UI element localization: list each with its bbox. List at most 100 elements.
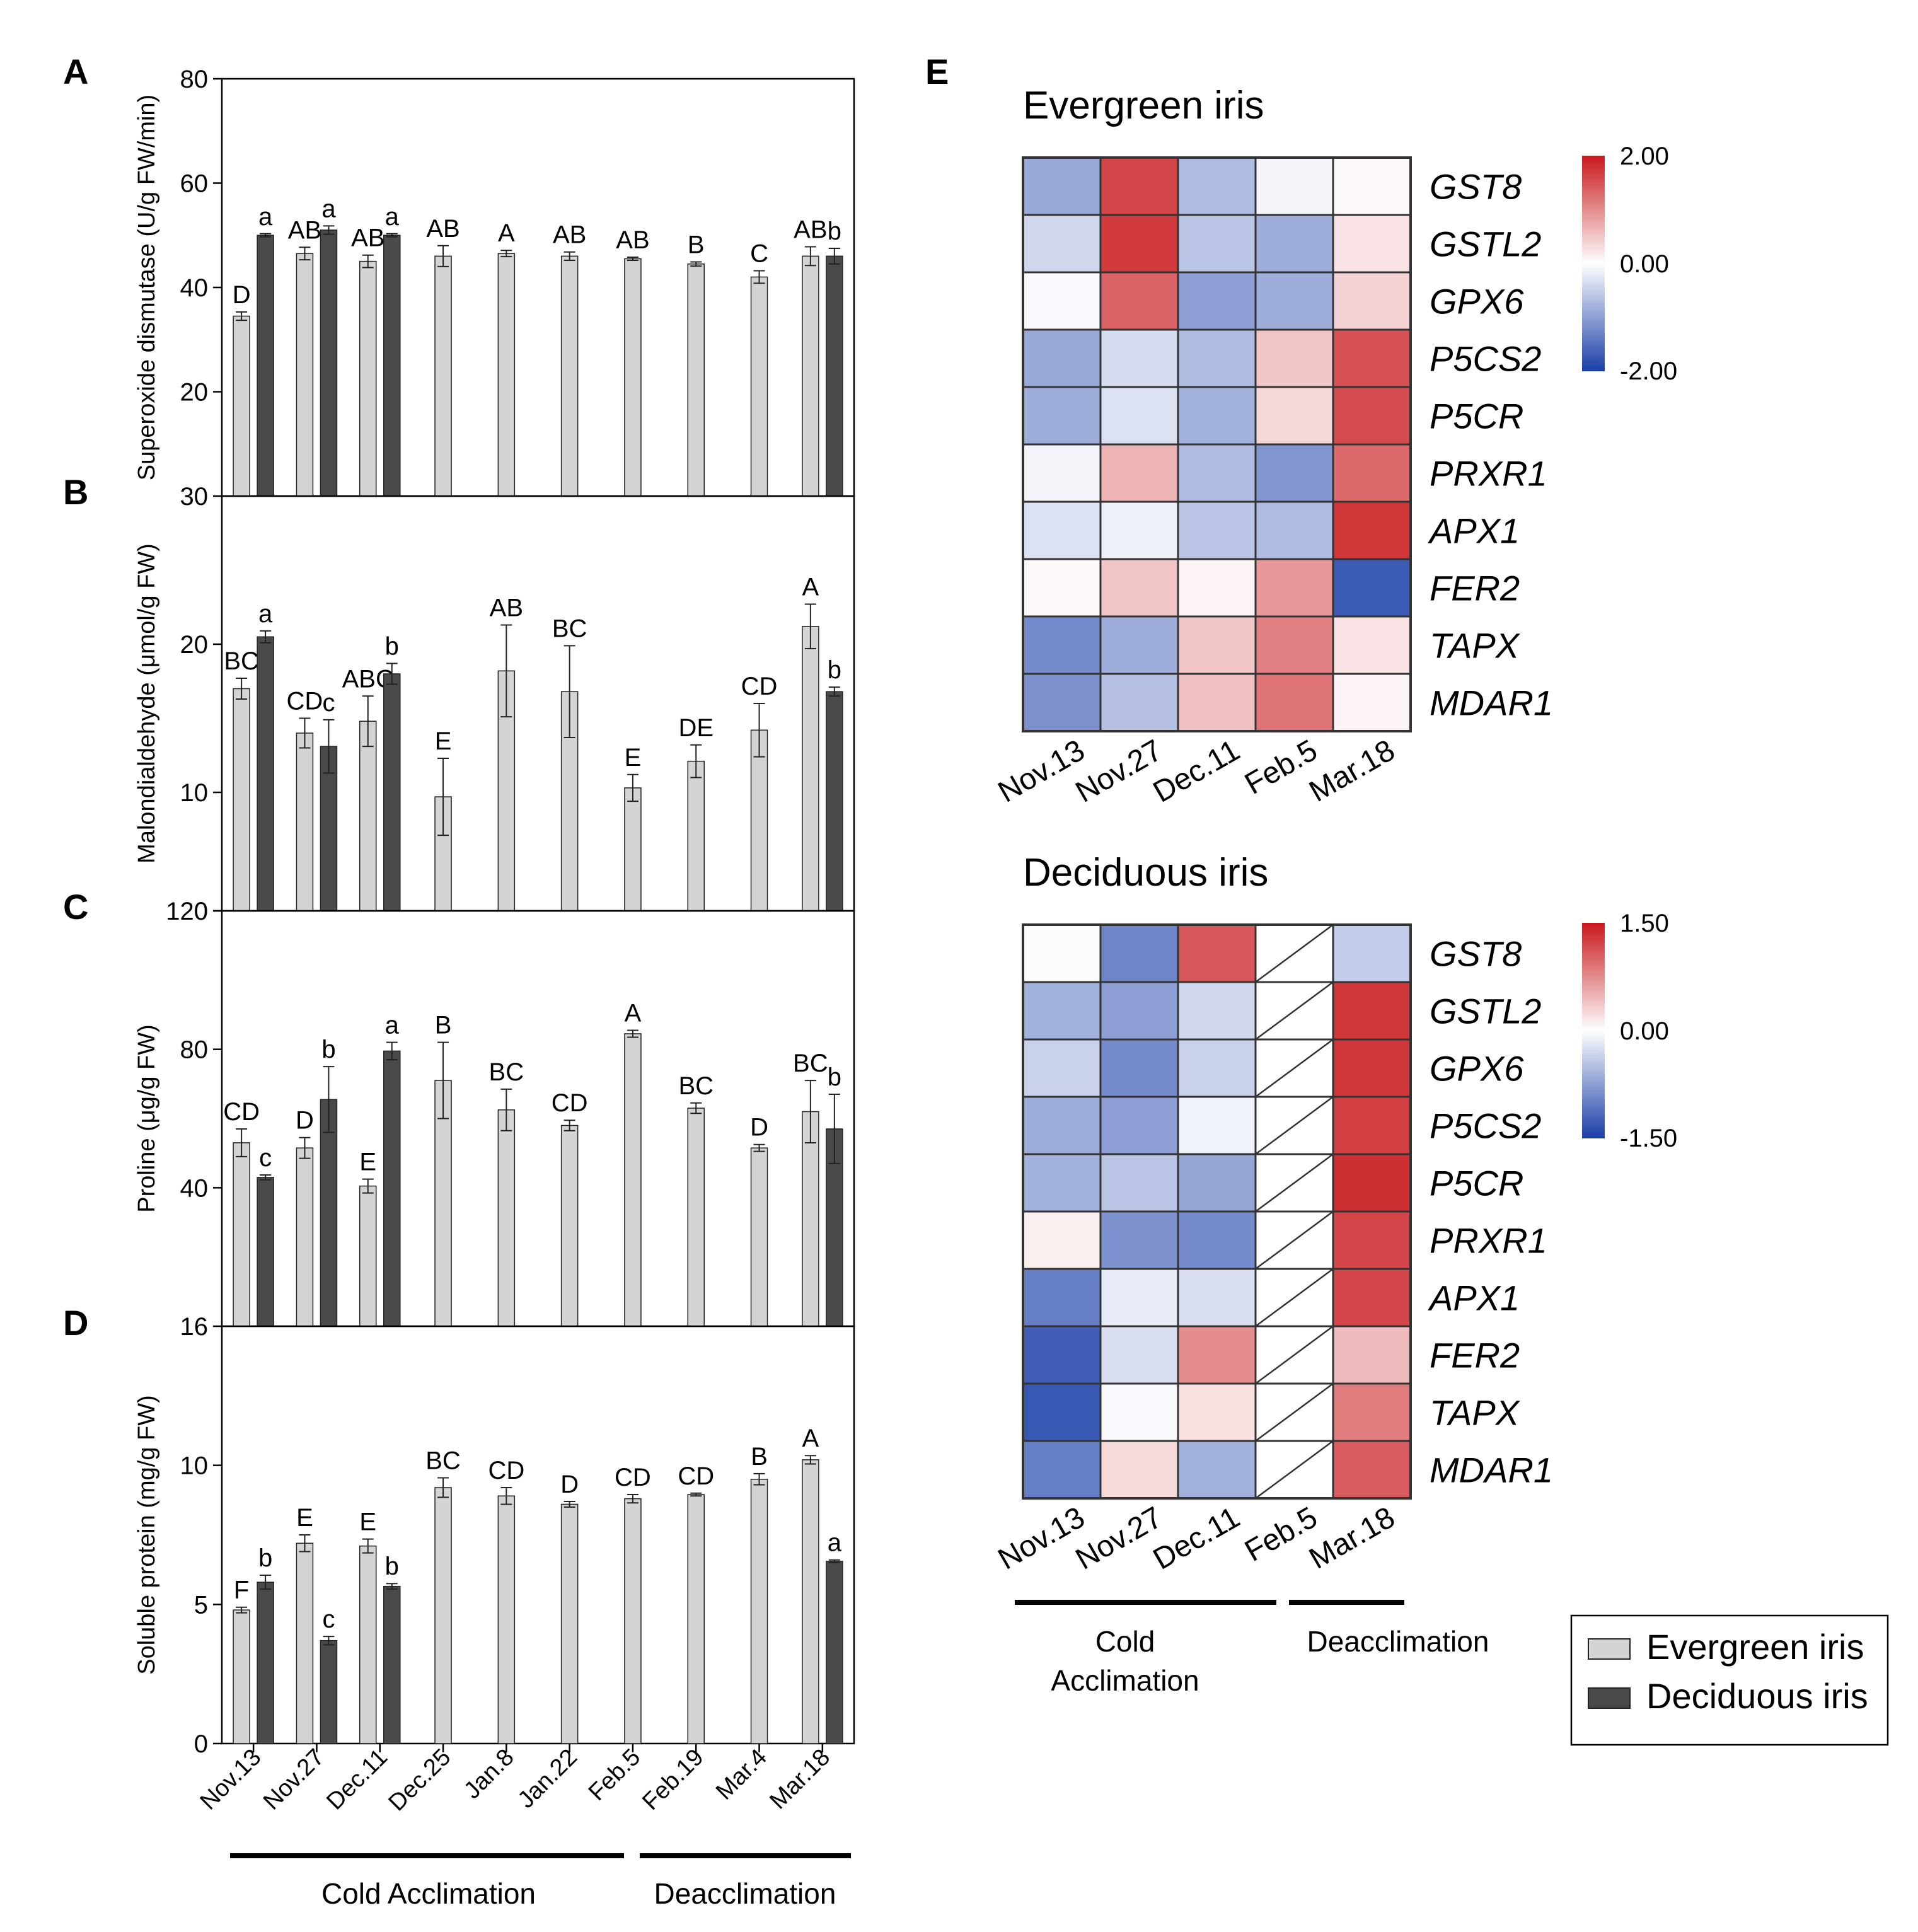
na-diagonal xyxy=(1255,1440,1334,1500)
significance-label: b xyxy=(258,1544,272,1572)
heatmap-cell xyxy=(1332,443,1412,503)
na-diagonal xyxy=(1255,1153,1334,1213)
heatmap-cell xyxy=(1254,328,1334,388)
y-tick-label: 80 xyxy=(180,1036,209,1064)
evergreen-bar xyxy=(296,1542,314,1744)
significance-label: D xyxy=(750,1114,768,1142)
heatmap-column-label: Dec.11 xyxy=(1148,734,1245,809)
heatmap-cell xyxy=(1332,1440,1412,1500)
heatmap-cell xyxy=(1254,214,1334,274)
heatmap-cell xyxy=(1177,156,1257,216)
significance-label: E xyxy=(359,1508,376,1536)
y-axis-label: Soluble protein (mg/g FW) xyxy=(134,1395,160,1675)
gene-label: P5CS2 xyxy=(1430,1106,1541,1146)
significance-label: E xyxy=(359,1148,376,1176)
significance-label: A xyxy=(498,219,515,247)
evergreen-bar xyxy=(560,1125,579,1327)
gene-label: MDAR1 xyxy=(1430,683,1553,723)
heatmap-cell xyxy=(1332,615,1412,675)
heatmap-cell xyxy=(1254,500,1334,560)
heatmap-E1: E Evergreen iris GST8 GSTL2 GPX6 P5CS2 P5CR PRX… xyxy=(925,52,1677,809)
cold-acclimation-label: Cold Acclimation xyxy=(321,1877,536,1910)
significance-label: A xyxy=(802,574,819,601)
heatmap-cell xyxy=(1177,214,1257,274)
na-diagonal xyxy=(1255,1038,1334,1098)
significance-label: AB xyxy=(553,221,586,249)
deciduous-bar xyxy=(257,1582,274,1744)
gene-label: GST8 xyxy=(1430,934,1522,974)
heatmap-cell xyxy=(1099,500,1179,560)
heatmap-cell xyxy=(1099,1268,1179,1328)
panel-letter: B xyxy=(63,472,88,512)
heatmap-cell xyxy=(1332,386,1412,446)
legend: Evergreen iris Deciduous iris xyxy=(1570,1614,1889,1746)
gene-label: APX1 xyxy=(1428,1278,1520,1318)
heatmap-cell xyxy=(1177,981,1257,1041)
heatmap-cell xyxy=(1254,386,1334,446)
significance-label: B xyxy=(435,1012,452,1039)
heatmap-cell xyxy=(1022,615,1102,675)
significance-label: D xyxy=(560,1471,579,1498)
evergreen-bar xyxy=(687,1494,705,1744)
significance-label: CD xyxy=(678,1462,714,1490)
significance-label: CD xyxy=(488,1457,524,1484)
gene-label: PRXR1 xyxy=(1430,454,1547,494)
heatmap-cell xyxy=(1022,673,1102,732)
heatmap-cell xyxy=(1332,156,1412,216)
heatmap-cell xyxy=(1099,214,1179,274)
heatmap-cell xyxy=(1177,1268,1257,1328)
heatmap-column-label: Nov.13 xyxy=(993,1501,1090,1576)
significance-label: E xyxy=(435,727,452,755)
evergreen-bar xyxy=(560,255,579,497)
x-tick-label: Jan.8 xyxy=(459,1744,519,1804)
deciduous-bar xyxy=(320,229,338,497)
x-tick-label: Jan.22 xyxy=(513,1744,582,1813)
significance-label: AB xyxy=(426,215,459,243)
gene-label: GSTL2 xyxy=(1430,224,1541,264)
heatmap-cell xyxy=(1177,500,1257,560)
heatmap-cell xyxy=(1332,214,1412,274)
evergreen-bar xyxy=(802,1459,819,1744)
heatmap-cell xyxy=(1022,981,1102,1041)
heatmap-column-label: Mar.18 xyxy=(1303,734,1401,809)
significance-label: E xyxy=(296,1504,313,1532)
heatmap-cell xyxy=(1022,558,1102,618)
heatmap-cell xyxy=(1022,443,1102,503)
significance-label: CD xyxy=(741,673,778,700)
heatmap-cell xyxy=(1254,615,1334,675)
evergreen-bar xyxy=(233,1609,250,1744)
na-diagonal xyxy=(1255,1210,1334,1270)
significance-label: B xyxy=(751,1443,768,1471)
gene-label: GSTL2 xyxy=(1430,992,1541,1031)
gene-label: P5CR xyxy=(1430,1164,1523,1203)
heatmap-cell xyxy=(1254,443,1334,503)
x-tick-label: Mar.18 xyxy=(765,1744,835,1815)
na-diagonal xyxy=(1255,1268,1334,1328)
significance-label: D xyxy=(296,1107,314,1135)
heatmap-column-label: Mar.18 xyxy=(1303,1501,1401,1576)
panel-letter: C xyxy=(63,887,88,927)
significance-label: a xyxy=(828,1529,842,1557)
heatmap-cell xyxy=(1099,1038,1179,1098)
heatmap-cell xyxy=(1099,558,1179,618)
gene-label: TAPX xyxy=(1430,1393,1521,1433)
significance-label: A xyxy=(802,1425,819,1452)
x-tick-label: Nov.27 xyxy=(258,1744,330,1815)
evergreen-bar xyxy=(497,1109,516,1327)
heatmap-cell xyxy=(1332,328,1412,388)
significance-label: D xyxy=(233,281,251,309)
heatmap-cell xyxy=(1254,558,1334,618)
y-tick-label: 5 xyxy=(194,1591,208,1619)
heatmap-cell xyxy=(1332,673,1412,732)
heatmap-cell xyxy=(1099,1382,1179,1442)
heatmap-cell xyxy=(1177,1325,1257,1385)
colorbar-max-label: 2.00 xyxy=(1620,142,1669,170)
gene-label: TAPX xyxy=(1430,626,1521,666)
heatmap-cell xyxy=(1332,1210,1412,1270)
colorbar-max-label: 1.50 xyxy=(1620,910,1669,937)
heatmap-cell xyxy=(1099,271,1179,331)
evergreen-bar xyxy=(560,1503,579,1744)
significance-label: CD xyxy=(287,688,323,715)
